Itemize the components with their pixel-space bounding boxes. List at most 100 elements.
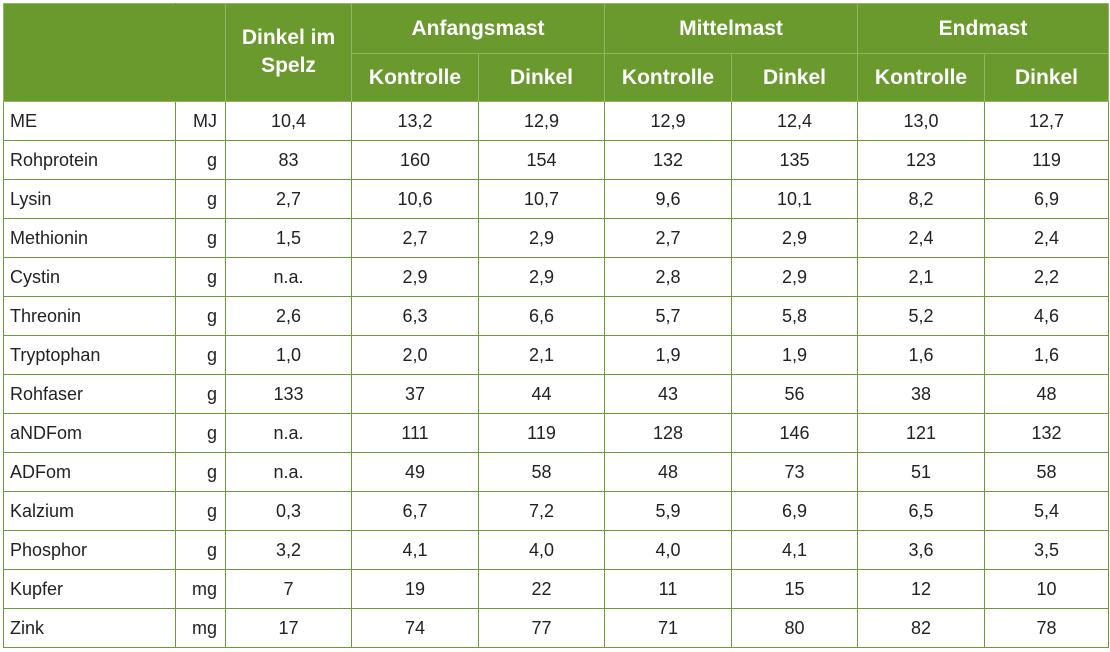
table-row: ME MJ 10,4 13,2 12,9 12,9 12,4 13,0 12,7 xyxy=(3,101,1110,141)
table-cell: 13,0 xyxy=(857,101,986,141)
row-label: ME xyxy=(3,101,176,141)
table-cell: 74 xyxy=(351,608,479,648)
table-cell: 7 xyxy=(225,569,352,609)
row-unit: g xyxy=(175,335,226,375)
header-dinkel-spelz-line2: Spelz xyxy=(261,54,316,77)
row-unit: g xyxy=(175,218,226,258)
table-cell: 2,7 xyxy=(225,179,352,219)
table-cell: 10,4 xyxy=(225,101,352,141)
table-cell: 78 xyxy=(984,608,1110,648)
table-cell: 2,1 xyxy=(478,335,605,375)
header-sub-column: Dinkel xyxy=(478,53,605,102)
table-cell: 5,8 xyxy=(730,296,859,336)
row-unit: g xyxy=(175,140,226,180)
row-unit: g xyxy=(175,413,226,453)
row-unit: g xyxy=(175,374,226,414)
table-cell: 48 xyxy=(984,374,1110,414)
table-cell: 146 xyxy=(730,413,859,453)
row-unit: g xyxy=(175,296,226,336)
table-cell: n.a. xyxy=(225,413,352,453)
table-cell: n.a. xyxy=(225,452,352,492)
row-label: Lysin xyxy=(3,179,176,219)
table-cell: 2,7 xyxy=(351,218,479,258)
table-cell: 4,0 xyxy=(478,530,605,570)
table-cell: 2,9 xyxy=(730,218,859,258)
table-body: ME MJ 10,4 13,2 12,9 12,9 12,4 13,0 12,7 Rohprote… xyxy=(3,101,1110,648)
header-dinkel-spelz-line1: Dinkel im xyxy=(241,26,336,49)
table-row: Tryptophan g 1,0 2,0 2,1 1,9 1,9 1,6 1,6 xyxy=(3,335,1110,375)
table-cell: 119 xyxy=(478,413,605,453)
table-cell: 2,6 xyxy=(225,296,352,336)
table-row: Zink mg 17 74 77 71 80 82 78 xyxy=(3,608,1110,648)
table-cell: 1,9 xyxy=(604,335,732,375)
row-unit: MJ xyxy=(175,101,226,141)
table-cell: 6,3 xyxy=(351,296,479,336)
table-row: Rohfaser g 133 37 44 43 56 38 48 xyxy=(3,374,1110,414)
table-cell: 1,6 xyxy=(984,335,1110,375)
table-cell: 6,5 xyxy=(857,491,986,531)
table-cell: 6,6 xyxy=(478,296,605,336)
table-cell: 5,9 xyxy=(604,491,732,531)
table-cell: 44 xyxy=(478,374,605,414)
table-cell: 6,7 xyxy=(351,491,479,531)
table-cell: 17 xyxy=(225,608,352,648)
table-cell: 135 xyxy=(730,140,859,180)
table-cell: 58 xyxy=(984,452,1110,492)
table-cell: 5,7 xyxy=(604,296,732,336)
table-cell: 4,1 xyxy=(730,530,859,570)
table-cell: 1,0 xyxy=(225,335,352,375)
row-label: ADFom xyxy=(3,452,176,492)
table-row: Kalzium g 0,3 6,7 7,2 5,9 6,9 6,5 5,4 xyxy=(3,491,1110,531)
table-row: Phosphor g 3,2 4,1 4,0 4,0 4,1 3,6 3,5 xyxy=(3,530,1110,570)
table-cell: 128 xyxy=(604,413,732,453)
header-row-subcolumns: Kontrolle Dinkel Kontrolle Dinkel Kontro… xyxy=(4,53,1110,102)
row-unit: g xyxy=(175,530,226,570)
header-blank-unit xyxy=(175,3,226,102)
table-row: Kupfer mg 7 19 22 11 15 12 10 xyxy=(3,569,1110,609)
table-cell: 2,1 xyxy=(857,257,986,297)
table-cell: 9,6 xyxy=(604,179,732,219)
table-cell: 6,9 xyxy=(984,179,1110,219)
table-cell: 8,2 xyxy=(857,179,986,219)
table-cell: 10,6 xyxy=(351,179,479,219)
table-cell: 2,4 xyxy=(984,218,1110,258)
table-cell: 1,6 xyxy=(857,335,986,375)
table-cell: 0,3 xyxy=(225,491,352,531)
header-dinkel-im-spelz: Dinkel im Spelz xyxy=(225,3,352,102)
table-cell: 2,9 xyxy=(478,218,605,258)
table-cell: 12 xyxy=(857,569,986,609)
table-cell: 77 xyxy=(478,608,605,648)
table-cell: 119 xyxy=(984,140,1110,180)
table-row: Threonin g 2,6 6,3 6,6 5,7 5,8 5,2 4,6 xyxy=(3,296,1110,336)
header-sub-column: Kontrolle xyxy=(351,53,479,102)
table-cell: 38 xyxy=(857,374,986,414)
row-label: Phosphor xyxy=(3,530,176,570)
row-label: Kupfer xyxy=(3,569,176,609)
table-cell: 1,9 xyxy=(730,335,859,375)
table-cell: 3,2 xyxy=(225,530,352,570)
table-cell: 4,1 xyxy=(351,530,479,570)
header-row-phases: Dinkel im Spelz Anfangsmast Mittelmast E… xyxy=(3,3,1110,102)
table-cell: 71 xyxy=(604,608,732,648)
table-row: Lysin g 2,7 10,6 10,7 9,6 10,1 8,2 6,9 xyxy=(3,179,1110,219)
table-cell: 3,5 xyxy=(984,530,1110,570)
row-unit: g xyxy=(175,179,226,219)
header-phase-endmast: Endmast xyxy=(857,3,1110,54)
table-cell: 4,0 xyxy=(604,530,732,570)
table-cell: 121 xyxy=(857,413,986,453)
header-sub-column: Dinkel xyxy=(984,53,1110,102)
table-cell: 22 xyxy=(478,569,605,609)
table-cell: 2,4 xyxy=(857,218,986,258)
row-label: Rohprotein xyxy=(3,140,176,180)
row-label: Cystin xyxy=(3,257,176,297)
table-cell: 111 xyxy=(351,413,479,453)
row-label: Zink xyxy=(3,608,176,648)
table-cell: n.a. xyxy=(225,257,352,297)
table-cell: 6,9 xyxy=(730,491,859,531)
table-cell: 3,6 xyxy=(857,530,986,570)
header-sub-column: Kontrolle xyxy=(857,53,986,102)
table-cell: 82 xyxy=(857,608,986,648)
table-cell: 1,5 xyxy=(225,218,352,258)
table-row: Rohprotein g 83 160 154 132 135 123 119 xyxy=(3,140,1110,180)
table-cell: 13,2 xyxy=(351,101,479,141)
